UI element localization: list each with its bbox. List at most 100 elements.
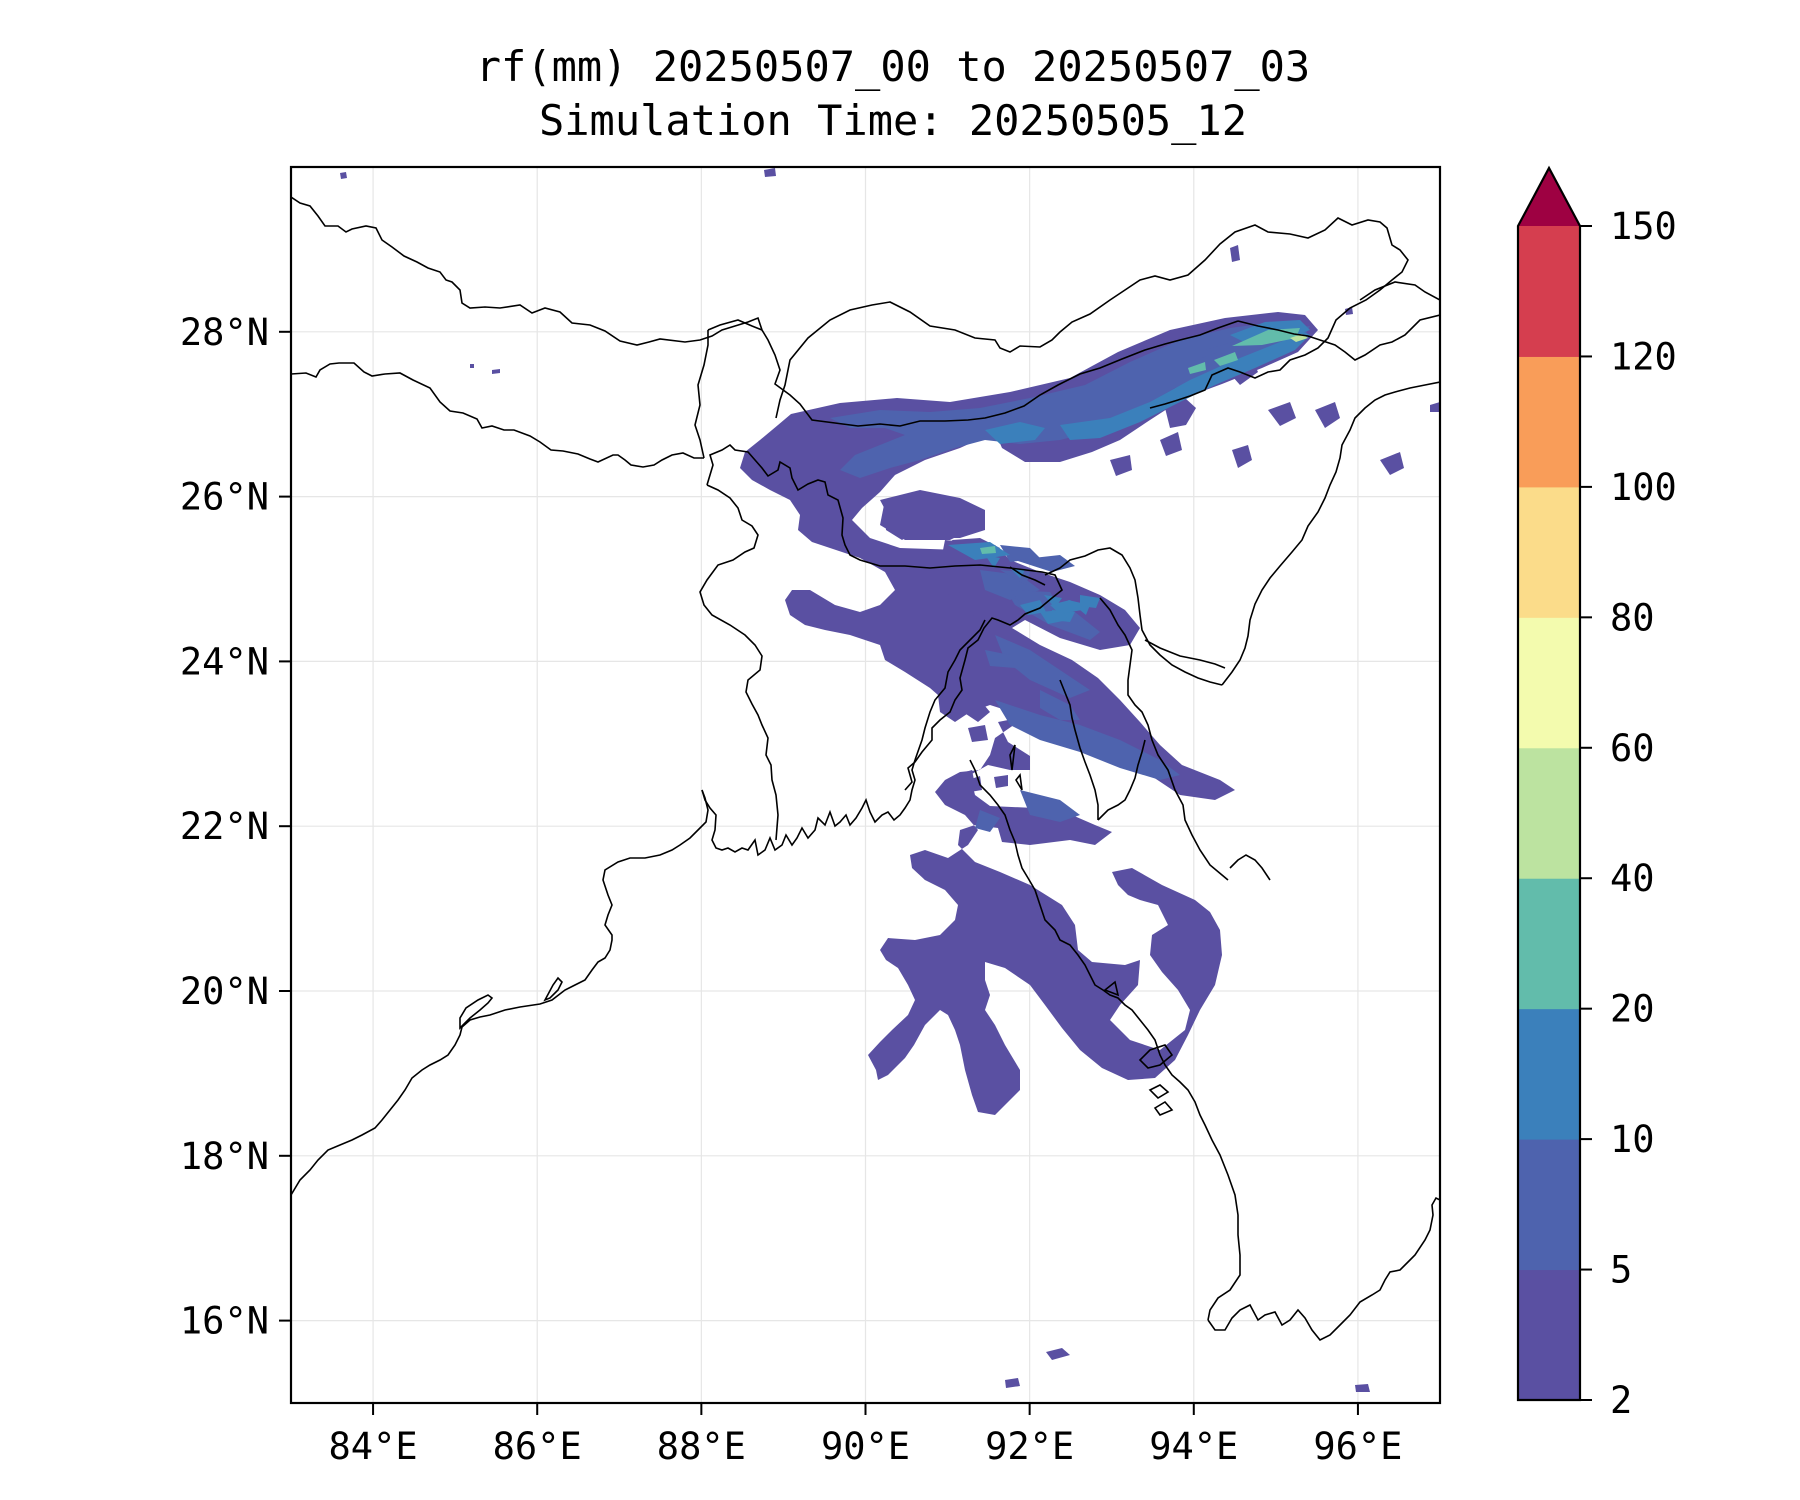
colorbar-segment — [1518, 486, 1580, 618]
rainfall-band-2-5 — [968, 725, 988, 742]
border-line — [699, 484, 779, 841]
coastline — [291, 789, 709, 1196]
border-line — [1044, 547, 1223, 686]
colorbar-segment — [1518, 747, 1580, 879]
rainfall-band-2-5 — [340, 172, 347, 179]
colorbar-level-label: 40 — [1610, 857, 1655, 900]
border-line — [1097, 739, 1146, 821]
border-line — [694, 330, 709, 459]
colorbar-outline — [1516, 165, 1582, 1402]
rainfall-band-2-5 — [960, 700, 990, 722]
coastline — [1009, 744, 1016, 771]
colorbar-segment — [1518, 617, 1580, 749]
x-tick-label: 90°E — [821, 1425, 910, 1468]
coastline — [1138, 1044, 1174, 1069]
rainfall-band-2-5 — [994, 775, 1008, 788]
coastline — [1103, 980, 1120, 997]
rainfall-band-2-5 — [1345, 307, 1353, 315]
map-title-line-1: rf(mm) 20250507_00 to 20250507_03 — [475, 42, 1311, 91]
rainfall-band-5-10 — [975, 810, 1000, 832]
border-line — [1099, 597, 1229, 881]
coastline — [1153, 1100, 1174, 1116]
rainfall-band-5-10 — [1000, 545, 1040, 562]
colorbar-segment — [1518, 226, 1580, 357]
colorbar-segment — [1518, 1139, 1580, 1271]
y-tick-label: 20°N — [180, 970, 269, 1013]
rainfall-band-5-10 — [995, 635, 1090, 698]
colorbar-extend-triangle — [1518, 168, 1580, 226]
rainfall-band-2-5 — [1005, 1378, 1020, 1388]
coastline — [1015, 773, 1023, 791]
x-tick-label: 86°E — [493, 1425, 582, 1468]
rainfall-band-2-5 — [1268, 402, 1296, 426]
colorbar-segment — [1518, 356, 1580, 488]
coastline — [543, 976, 563, 1002]
rainfall-band-10-20 — [1080, 595, 1100, 608]
rainfall-band-20-40 — [980, 546, 996, 554]
rainfall-band-2-5 — [1232, 445, 1252, 468]
border-line — [775, 217, 1409, 419]
rainfall-band-2-5 — [946, 592, 962, 610]
border-line — [1144, 639, 1226, 669]
coastline — [701, 759, 916, 857]
rainfall-band-20-40 — [1188, 362, 1206, 374]
map-title-line-2: Simulation Time: 20250505_12 — [538, 96, 1247, 145]
rainfall-band-2-5 — [1430, 402, 1440, 412]
y-tick-label: 18°N — [180, 1135, 269, 1178]
rainfall-field — [340, 168, 1440, 1392]
border-line — [706, 443, 1063, 791]
rainfall-band-10-20 — [985, 555, 1000, 568]
border-line — [1009, 566, 1046, 586]
rainfall-band-2-5 — [918, 858, 950, 882]
rainfall-band-5-10 — [1040, 690, 1080, 720]
border-line — [1359, 281, 1440, 301]
rainfall-band-2-5 — [764, 168, 776, 177]
border-line — [1229, 854, 1271, 881]
coastline — [914, 619, 986, 761]
colorbar-segment — [1518, 878, 1580, 1010]
rainfall-band-2-5 — [955, 786, 966, 800]
colorbar: 2 5 10 20 40 60 80 100 120 150 — [1516, 165, 1677, 1422]
x-tick-label: 88°E — [657, 1425, 746, 1468]
x-tick-label: 96°E — [1313, 1425, 1402, 1468]
border-line — [1237, 314, 1440, 361]
border-line — [707, 319, 763, 331]
colorbar-level-label: 5 — [1610, 1249, 1632, 1292]
colorbar-segment — [1518, 1008, 1580, 1140]
rainfall-band-2-5 — [880, 495, 980, 540]
coastline — [1207, 1196, 1440, 1342]
y-tick-label: 24°N — [180, 640, 269, 683]
rainfall-band-20-40 — [1214, 352, 1238, 366]
rainfall-band-10-20 — [1044, 595, 1062, 608]
rainfall-band-20-40 — [1232, 328, 1300, 346]
rainfall-band-2-5 — [1230, 245, 1240, 262]
colorbar-level-label: 2 — [1610, 1379, 1632, 1422]
rainfall-band-5-10 — [1020, 790, 1080, 822]
y-tick-label: 26°N — [180, 476, 269, 519]
border-line — [291, 362, 704, 468]
rainfall-band-5-10 — [985, 650, 1015, 668]
rainfall-band-10-20 — [985, 422, 1045, 444]
y-tick-label: 16°N — [180, 1300, 269, 1343]
colorbar-segment — [1518, 1269, 1580, 1401]
rainfall-band-2-5 — [1160, 432, 1182, 456]
x-tick-label: 94°E — [1149, 1425, 1238, 1468]
y-tick-label: 22°N — [180, 805, 269, 848]
rainfall-band-5-10 — [995, 700, 1180, 780]
longitude-axis: 84°E 86°E 88°E 90°E 92°E 94°E 96°E — [329, 1403, 1402, 1468]
x-tick-label: 84°E — [329, 1425, 418, 1468]
rainfall-band-10-20 — [1060, 330, 1310, 440]
colorbar-level-label: 10 — [1610, 1118, 1655, 1161]
rainfall-band-2-5 — [470, 364, 474, 368]
colorbar-level-label: 120 — [1610, 335, 1677, 378]
colorbar-level-label: 20 — [1610, 988, 1655, 1031]
rainfall-band-2-5 — [1110, 455, 1132, 476]
coastline — [1148, 1084, 1170, 1100]
colorbar-level-label: 60 — [1610, 727, 1655, 770]
rainfall-band-2-5 — [1355, 1384, 1370, 1392]
rainfall-band-10-20 — [1040, 610, 1068, 624]
rainfall-band-2-5 — [1380, 452, 1404, 475]
country-borders — [291, 196, 1440, 1342]
rainfall-band-2-5 — [1046, 1348, 1070, 1360]
